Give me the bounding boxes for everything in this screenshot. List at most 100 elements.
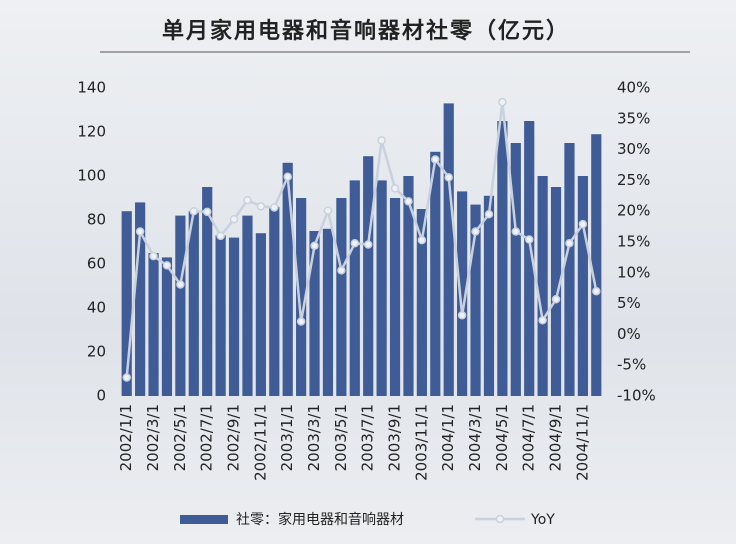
y-tick-label: 140 bbox=[77, 79, 106, 97]
legend-swatch bbox=[180, 515, 228, 524]
line-point bbox=[216, 231, 225, 241]
bar bbox=[483, 195, 495, 396]
x-tick-label: 2003/7/1 bbox=[359, 404, 377, 471]
line-point bbox=[538, 315, 547, 325]
legend-swatch-point bbox=[495, 514, 505, 524]
x-tick-label: 2002/7/1 bbox=[198, 404, 216, 471]
bar bbox=[591, 134, 602, 396]
line-point bbox=[363, 240, 373, 249]
x-tick-label: 2003/11/1 bbox=[412, 404, 430, 481]
legend-label: YoY bbox=[530, 512, 555, 528]
bar bbox=[282, 162, 293, 396]
bar bbox=[336, 198, 347, 396]
x-tick-label: 2002/3/1 bbox=[144, 404, 162, 471]
bar bbox=[550, 187, 562, 396]
line-point bbox=[135, 227, 145, 236]
x-tick-label: 2003/5/1 bbox=[332, 404, 350, 471]
y2-tick-label: 10% bbox=[617, 263, 650, 281]
x-tick-label: 2004/5/1 bbox=[493, 404, 511, 471]
y2-tick-label: -10% bbox=[617, 387, 656, 405]
y2-tick-label: 25% bbox=[617, 171, 650, 189]
x-tick-label: 2003/9/1 bbox=[386, 404, 404, 471]
line-point bbox=[498, 97, 507, 107]
bar bbox=[228, 237, 240, 396]
y2-tick-label: 5% bbox=[617, 294, 641, 312]
line-point bbox=[296, 317, 306, 326]
x-tick-label: 2003/3/1 bbox=[305, 404, 323, 471]
bar bbox=[296, 198, 307, 396]
line-point bbox=[283, 172, 292, 181]
y2-tick-label: 15% bbox=[617, 233, 650, 251]
line-point bbox=[202, 207, 212, 217]
line-point bbox=[229, 214, 239, 224]
y2-tick-label: 35% bbox=[617, 109, 650, 127]
line-point bbox=[444, 173, 453, 182]
x-tick-label: 2002/11/1 bbox=[251, 404, 269, 481]
x-tick-label: 2004/3/1 bbox=[466, 404, 484, 471]
line-point bbox=[337, 266, 346, 275]
chart-title: 单月家用电器和音响器材社零（亿元） bbox=[162, 18, 570, 44]
bar bbox=[497, 121, 508, 396]
bar bbox=[389, 198, 401, 396]
y2-tick-label: 0% bbox=[617, 325, 641, 343]
bar bbox=[430, 151, 441, 396]
y2-tick-label: 40% bbox=[617, 79, 650, 97]
bar bbox=[309, 231, 320, 396]
line-point bbox=[270, 203, 279, 212]
bar bbox=[376, 180, 387, 396]
x-tick-label: 2004/9/1 bbox=[547, 404, 565, 471]
bar bbox=[510, 143, 521, 396]
line-point bbox=[162, 261, 172, 270]
line-point bbox=[243, 195, 252, 205]
line-point bbox=[511, 227, 521, 236]
bar bbox=[175, 215, 186, 396]
bar bbox=[135, 202, 146, 396]
bar bbox=[269, 206, 280, 396]
bar bbox=[416, 209, 427, 396]
line-point bbox=[189, 206, 199, 216]
line-point bbox=[323, 206, 333, 215]
bar bbox=[215, 235, 226, 396]
line-point bbox=[431, 155, 440, 164]
bar bbox=[524, 121, 535, 396]
y-tick-label: 80 bbox=[87, 211, 106, 229]
line-point bbox=[404, 197, 413, 206]
line-point bbox=[484, 210, 494, 219]
x-tick-label: 2004/11/1 bbox=[573, 404, 591, 481]
y-tick-label: 40 bbox=[87, 299, 106, 317]
bar bbox=[161, 257, 173, 396]
bar bbox=[121, 211, 132, 396]
y-tick-label: 20 bbox=[87, 343, 106, 361]
bar bbox=[148, 253, 159, 396]
line-point bbox=[524, 235, 534, 244]
legend: 社零：家用电器和音响器材 YoY bbox=[180, 511, 555, 528]
bar bbox=[564, 143, 575, 396]
y-tick-label: 60 bbox=[87, 255, 106, 273]
bar bbox=[443, 103, 454, 397]
bar bbox=[188, 211, 199, 396]
bar bbox=[470, 204, 481, 396]
y-tick-label: 100 bbox=[77, 167, 106, 185]
y2-tick-label: -5% bbox=[617, 356, 646, 374]
line-point bbox=[551, 295, 561, 304]
line-point bbox=[592, 287, 601, 296]
legend-label: 社零：家用电器和音响器材 bbox=[236, 511, 404, 528]
line-point bbox=[417, 235, 427, 245]
bar bbox=[403, 176, 414, 396]
line-point bbox=[565, 238, 574, 248]
line-point bbox=[176, 280, 185, 289]
bar bbox=[349, 180, 360, 396]
line-point bbox=[471, 227, 480, 236]
y2-tick-label: 30% bbox=[617, 140, 650, 158]
bar bbox=[202, 187, 213, 396]
bar bbox=[537, 176, 548, 396]
bar bbox=[457, 191, 468, 396]
x-tick-label: 2002/1/1 bbox=[117, 404, 135, 471]
bar bbox=[322, 228, 334, 396]
line-point bbox=[310, 241, 319, 250]
y2-tick-label: 20% bbox=[617, 202, 650, 220]
line-point bbox=[578, 219, 588, 229]
line-point bbox=[256, 202, 266, 211]
line-point bbox=[122, 373, 131, 382]
